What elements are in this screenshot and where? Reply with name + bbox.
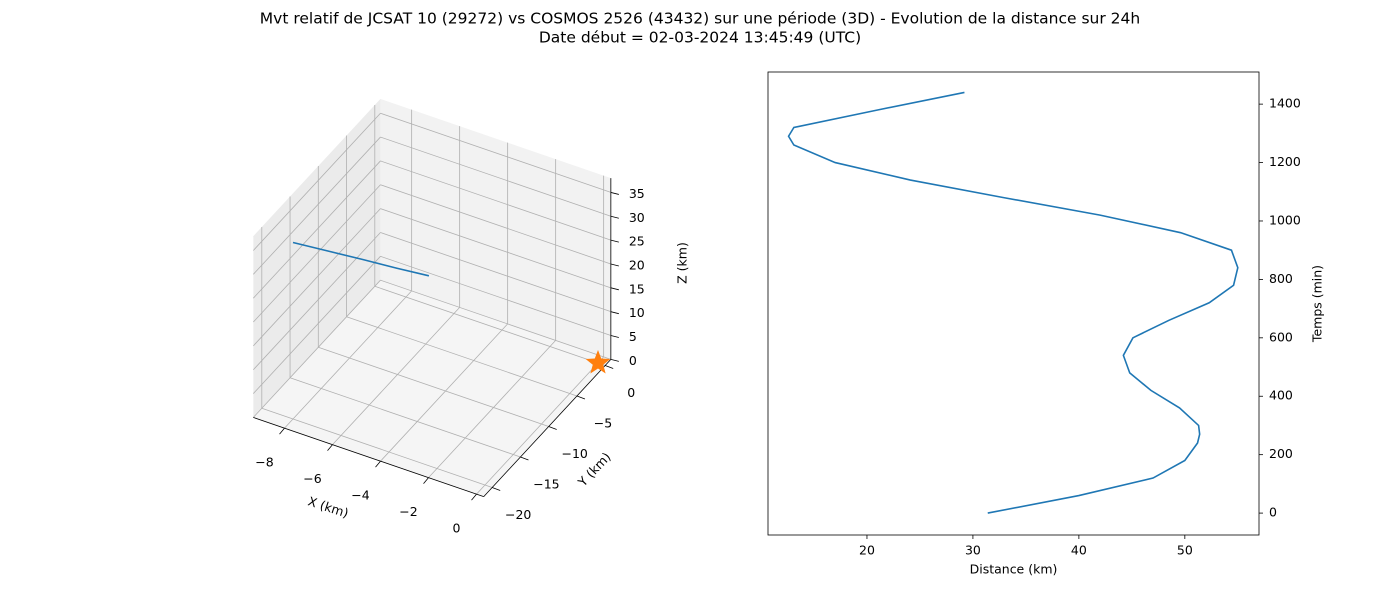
y-tick bbox=[548, 426, 557, 430]
grid-line bbox=[380, 279, 611, 360]
grid-line bbox=[380, 255, 611, 336]
x-tick-label: 40 bbox=[1071, 543, 1087, 558]
y-tick-label: 1200 bbox=[1269, 154, 1301, 169]
z-tick-label: 5 bbox=[629, 329, 637, 344]
grid-line bbox=[253, 208, 381, 347]
distance-line bbox=[787, 91, 1239, 514]
y-axis-label: Temps (min) bbox=[1310, 265, 1325, 343]
y-tick-label: 1400 bbox=[1269, 96, 1301, 111]
x-tick-label: 0 bbox=[453, 521, 461, 536]
y-tick-label: 400 bbox=[1269, 388, 1293, 403]
grid-line bbox=[253, 232, 381, 370]
z-tick bbox=[610, 335, 619, 338]
x-tick-label: 50 bbox=[1177, 543, 1193, 558]
z-axis-label: Z (km) bbox=[675, 242, 690, 284]
z-tick bbox=[610, 358, 619, 362]
y-tick bbox=[520, 456, 529, 461]
grid-line bbox=[380, 160, 611, 241]
x-tick bbox=[375, 460, 381, 468]
x-tick-label: −8 bbox=[255, 455, 273, 470]
y-tick-label: 800 bbox=[1269, 271, 1293, 286]
grid-line bbox=[476, 356, 604, 495]
grid-line bbox=[428, 340, 556, 478]
pane-back bbox=[380, 98, 611, 360]
y-tick bbox=[605, 365, 614, 369]
x-tick-label: 20 bbox=[859, 543, 875, 558]
x-axis-line bbox=[253, 417, 484, 498]
grid-line bbox=[346, 316, 578, 397]
y-tick-label: −20 bbox=[505, 507, 531, 522]
grid-line bbox=[253, 160, 381, 299]
x-tick-label: 30 bbox=[965, 543, 981, 558]
grid-line bbox=[380, 184, 611, 265]
y-tick-label: 200 bbox=[1269, 446, 1293, 461]
grid-line bbox=[289, 377, 521, 458]
grid-line bbox=[253, 184, 381, 323]
grid-line bbox=[253, 256, 381, 394]
grid-line bbox=[318, 346, 549, 427]
grid-line bbox=[253, 279, 381, 418]
y-tick-label: 1000 bbox=[1269, 212, 1301, 227]
z-tick bbox=[610, 287, 619, 291]
grid-line bbox=[380, 208, 611, 289]
x-tick-label: −6 bbox=[303, 471, 321, 486]
y-tick-label: 0 bbox=[1269, 505, 1277, 520]
grid-line bbox=[284, 290, 412, 429]
x-tick-label: −2 bbox=[399, 504, 417, 519]
z-tick-label: 15 bbox=[629, 281, 645, 296]
x-axis-label: Distance (km) bbox=[970, 562, 1058, 577]
pane-bottom bbox=[253, 280, 611, 497]
y-tick-label: 600 bbox=[1269, 329, 1293, 344]
y-tick-label: 0 bbox=[627, 385, 635, 400]
x-tick bbox=[471, 493, 477, 501]
plot-frame bbox=[767, 71, 1260, 536]
y-tick-label: −10 bbox=[562, 446, 588, 461]
x-tick bbox=[423, 477, 429, 484]
y-tick-label: −5 bbox=[594, 415, 612, 430]
figure-subtitle: Date début = 02-03-2024 13:45:49 (UTC) bbox=[539, 29, 861, 47]
grid-line bbox=[261, 407, 493, 488]
grid-line bbox=[374, 285, 606, 366]
z-tick-label: 35 bbox=[629, 186, 645, 201]
grid-line bbox=[332, 307, 460, 445]
z-tick bbox=[610, 263, 619, 267]
grid-line bbox=[380, 112, 611, 193]
z-tick-label: 30 bbox=[629, 210, 645, 225]
pane-left bbox=[253, 98, 381, 418]
grid-line bbox=[380, 232, 611, 313]
y-tick-label: −15 bbox=[533, 476, 559, 491]
grid-line bbox=[380, 323, 508, 462]
grid-line bbox=[380, 136, 611, 217]
x-tick-label: −4 bbox=[351, 488, 369, 503]
z-tick bbox=[610, 192, 619, 195]
grid-line bbox=[253, 112, 381, 251]
z-tick bbox=[610, 311, 619, 315]
z-tick-label: 25 bbox=[629, 234, 645, 249]
z-tick-label: 10 bbox=[629, 305, 645, 320]
trajectory-line bbox=[292, 241, 430, 277]
grid-line bbox=[253, 136, 381, 275]
z-tick-label: 0 bbox=[629, 353, 637, 368]
z-tick bbox=[610, 215, 619, 219]
y-axis-line bbox=[483, 359, 612, 497]
y-tick bbox=[576, 395, 586, 400]
z-tick bbox=[610, 239, 619, 243]
x-tick bbox=[279, 427, 285, 435]
figure-title: Mvt relatif de JCSAT 10 (29272) vs COSMO… bbox=[260, 10, 1140, 28]
y-tick bbox=[492, 487, 501, 491]
z-tick-label: 20 bbox=[629, 257, 645, 272]
star-marker bbox=[585, 350, 611, 374]
x-tick bbox=[327, 444, 333, 451]
